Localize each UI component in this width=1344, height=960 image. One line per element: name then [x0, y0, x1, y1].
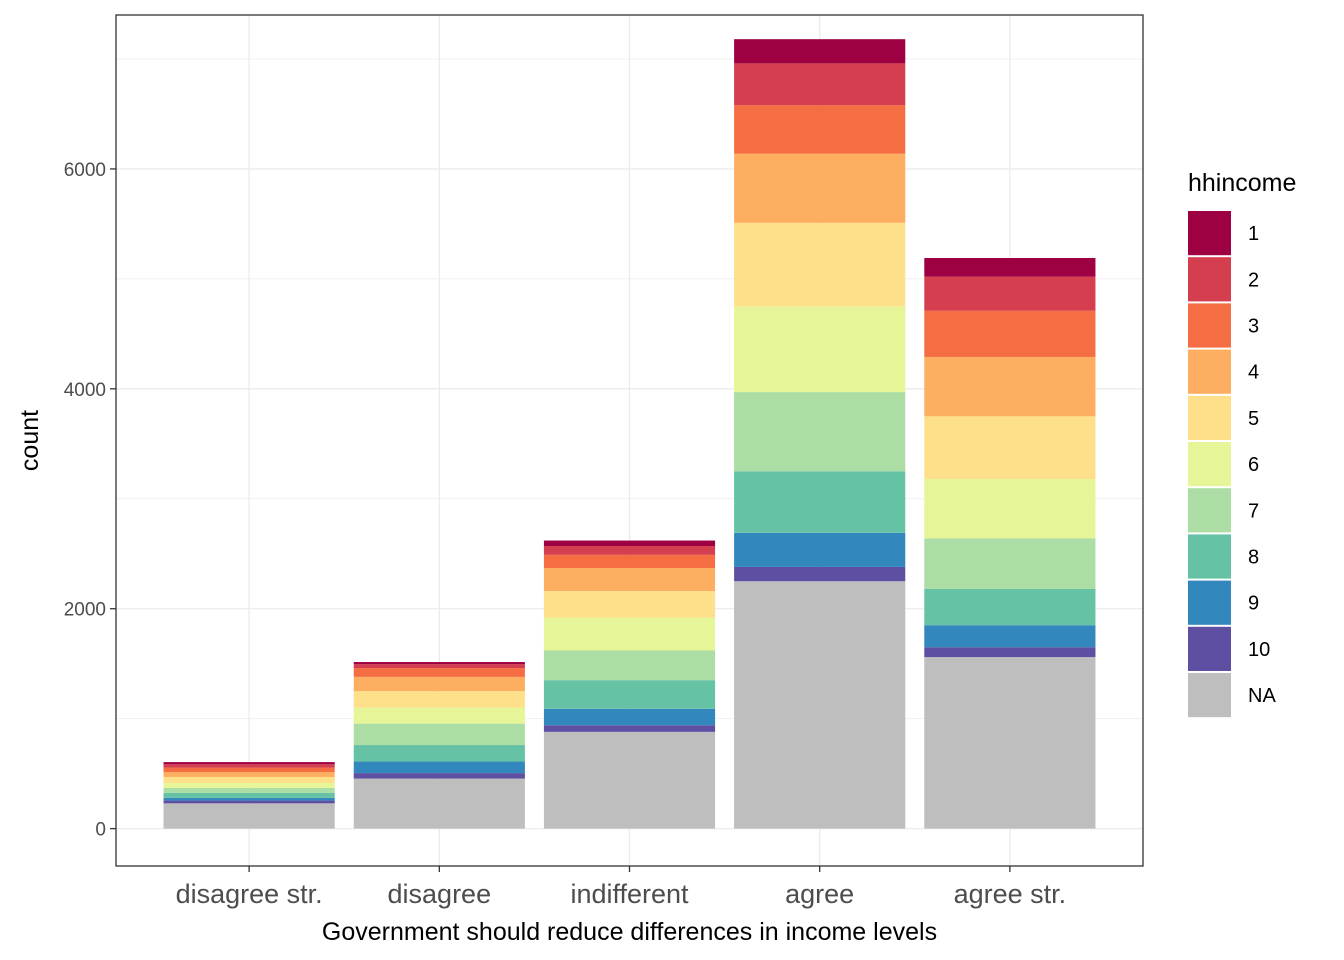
bar-segment-8-2: [353, 745, 525, 762]
legend-label: 1: [1248, 223, 1259, 245]
bar-segment-5-1: [163, 776, 335, 783]
legend-label: 7: [1248, 500, 1259, 522]
y-axis-title: count: [16, 410, 44, 471]
bar-segment-5-5: [924, 416, 1096, 479]
bars: [163, 39, 1096, 829]
bar-segment-6-3: [543, 617, 716, 651]
y-tick-label: 2000: [64, 600, 106, 621]
legend-key-7: [1188, 488, 1231, 533]
bar-segment-6-5: [924, 478, 1096, 539]
legend-key-3: [1188, 303, 1231, 348]
bar-segment-2-1: [163, 764, 335, 768]
bar-segment-1-5: [924, 257, 1096, 277]
x-tick-label: disagree str.: [176, 879, 323, 909]
bar-segment-3-2: [353, 668, 525, 677]
bar-segment-9-2: [353, 761, 525, 774]
legend-key-4: [1188, 349, 1231, 394]
legend-key-10: [1188, 626, 1231, 671]
bar-segment-na-5: [924, 657, 1096, 829]
bar-segment-6-2: [353, 707, 525, 724]
legend-title: hhincome: [1188, 169, 1296, 197]
bar-segment-1-4: [734, 39, 906, 64]
bar-segment-na-3: [543, 731, 716, 829]
bar-segment-7-2: [353, 723, 525, 746]
bar-segment-4-5: [924, 356, 1096, 417]
legend-key-5: [1188, 395, 1231, 440]
bar-segment-3-3: [543, 554, 716, 569]
legend-label: 3: [1248, 316, 1259, 338]
bar-segment-1-3: [543, 540, 716, 547]
bar-segment-1-2: [353, 662, 525, 665]
bar-segment-10-5: [924, 647, 1096, 658]
bar-segment-8-1: [163, 792, 335, 798]
bar-segment-1-1: [163, 762, 335, 765]
bar-segment-5-4: [734, 222, 906, 307]
y-axis: 0 2000 4000 6000: [64, 160, 116, 841]
legend-items: 1 2 3 4 5 6 7 8 9 10 NA: [1188, 211, 1276, 718]
bar-segment-8-3: [543, 680, 716, 709]
bar-segment-7-3: [543, 650, 716, 681]
bar-segment-10-4: [734, 566, 906, 582]
bar-segment-7-5: [924, 538, 1096, 589]
legend-key-6: [1188, 442, 1231, 487]
y-tick-label: 6000: [64, 160, 106, 181]
bar-segment-5-3: [543, 591, 716, 618]
x-tick-label: disagree: [388, 879, 492, 909]
y-tick-label: 4000: [64, 380, 106, 401]
bar-segment-6-4: [734, 306, 906, 393]
x-tick-label: agree: [785, 879, 854, 909]
legend-label: 10: [1248, 639, 1270, 661]
x-tick-label: indifferent: [570, 879, 689, 909]
legend-label: 8: [1248, 547, 1259, 569]
bar-segment-10-1: [163, 800, 335, 804]
bar-segment-2-5: [924, 276, 1096, 311]
bar-segment-4-4: [734, 153, 906, 223]
bar-segment-2-3: [543, 546, 716, 555]
y-tick-label: 0: [95, 820, 106, 841]
legend: hhincome 1 2 3 4 5 6 7 8 9 10 NA: [1188, 169, 1296, 718]
x-axis-title: Government should reduce differences in …: [322, 918, 937, 946]
bar-segment-4-1: [163, 771, 335, 777]
bar-segment-4-2: [353, 676, 525, 692]
bar-segment-6-1: [163, 782, 335, 788]
legend-label: NA: [1248, 685, 1276, 707]
bar-segment-3-4: [734, 105, 906, 154]
legend-key-9: [1188, 580, 1231, 625]
x-tick-label: agree str.: [954, 879, 1067, 909]
bar-segment-9-1: [163, 797, 335, 801]
x-axis: disagree str. disagree indifferent agree agr…: [176, 866, 1067, 909]
legend-key-8: [1188, 534, 1231, 579]
bar-segment-3-1: [163, 767, 335, 772]
legend-label: 5: [1248, 408, 1259, 430]
bar-segment-5-2: [353, 691, 525, 708]
bar-segment-9-3: [543, 708, 716, 726]
bar-segment-3-5: [924, 310, 1096, 357]
bar-segment-9-4: [734, 532, 906, 567]
bar-segment-2-2: [353, 664, 525, 669]
bar-segment-8-4: [734, 471, 906, 533]
bar-segment-9-5: [924, 625, 1096, 648]
legend-label: 4: [1248, 362, 1259, 384]
legend-key-1: [1188, 211, 1231, 256]
legend-label: 6: [1248, 454, 1259, 476]
bar-segment-8-5: [924, 588, 1096, 626]
legend-label: 2: [1248, 269, 1259, 291]
bar-segment-4-3: [543, 568, 716, 592]
bar-segment-10-3: [543, 725, 716, 732]
bar-segment-10-2: [353, 773, 525, 779]
bar-segment-7-1: [163, 787, 335, 793]
bar-segment-7-4: [734, 392, 906, 472]
legend-label: 9: [1248, 593, 1259, 615]
bar-segment-2-4: [734, 63, 906, 106]
legend-key-na: [1188, 673, 1231, 718]
bar-segment-na-2: [353, 778, 525, 829]
legend-key-2: [1188, 257, 1231, 302]
bar-segment-na-4: [734, 581, 906, 829]
bar-segment-na-1: [163, 803, 335, 829]
